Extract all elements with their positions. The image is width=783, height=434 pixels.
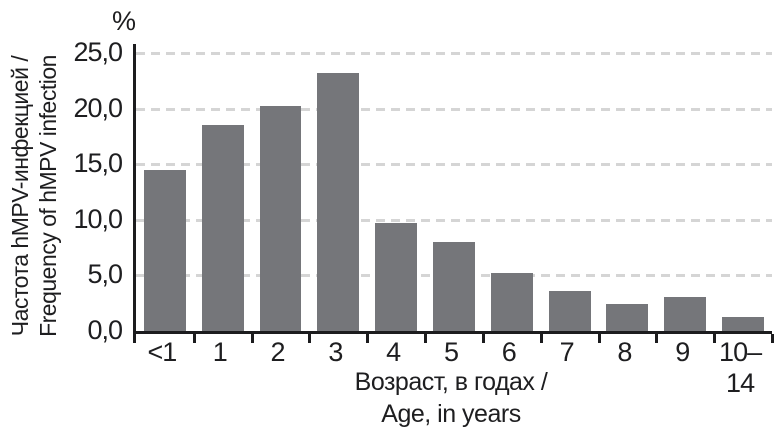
x-axis-tick: [655, 334, 658, 343]
x-tick-label-6: 6: [501, 337, 517, 367]
x-tick-label-<1: <1: [147, 337, 178, 367]
y-tick-label-0: 0,0: [87, 315, 123, 345]
x-axis-tick: [251, 334, 254, 343]
x-tick-label-3: 3: [328, 337, 343, 367]
plot-area: [133, 44, 774, 343]
x-axis-tick: [482, 334, 485, 343]
y-tick-label-20: 20,0: [73, 92, 123, 123]
y-axis-unit-label: %: [112, 6, 136, 36]
y-tick-label-15: 15,0: [73, 148, 123, 179]
bar-age-10–14: [722, 316, 765, 331]
x-axis-tick: [366, 334, 369, 343]
bar-age-2: [259, 106, 302, 331]
x-axis-tick: [540, 334, 543, 343]
x-tick-label-5: 5: [443, 337, 459, 367]
x-tick-label-4: 4: [386, 337, 401, 367]
x-axis-tick: [308, 334, 311, 343]
x-tick-label-10–14: 10–14: [719, 337, 762, 398]
x-axis-tick: [713, 334, 716, 343]
y-axis-title-russian: Частота hMPV-инфекцией /: [7, 55, 33, 337]
x-tick-label-1: 1: [212, 337, 228, 367]
bar-age-7: [548, 290, 591, 331]
x-axis-title-russian: Возраст, в годах /: [354, 368, 548, 396]
bar-age-4: [375, 223, 418, 331]
x-tick-label-7: 7: [559, 337, 575, 367]
x-axis-tick: [598, 334, 601, 343]
gridline-25: [136, 52, 772, 55]
x-axis-tick: [133, 334, 136, 343]
x-axis-tick: [424, 334, 427, 343]
x-axis-tick: [193, 334, 196, 343]
bar-age-6: [490, 273, 533, 331]
bar-age-8: [606, 304, 649, 331]
x-tick-label-8: 8: [617, 337, 632, 367]
bar-age-5: [433, 242, 475, 331]
x-axis-title-english: Age, in years: [381, 400, 521, 428]
y-tick-label-5: 5,0: [87, 259, 123, 290]
y-tick-label-10: 10,0: [73, 203, 123, 234]
bar-age-<1: [143, 169, 186, 331]
x-tick-label-2: 2: [270, 337, 286, 367]
bar-age-1: [201, 125, 244, 331]
y-tick-label-25: 25,0: [73, 37, 123, 67]
gridline-20: [136, 107, 772, 111]
bar-age-9: [664, 296, 707, 331]
x-axis-tick: [771, 334, 774, 343]
x-tick-label-9: 9: [675, 337, 690, 367]
bar-age-3: [317, 73, 360, 331]
